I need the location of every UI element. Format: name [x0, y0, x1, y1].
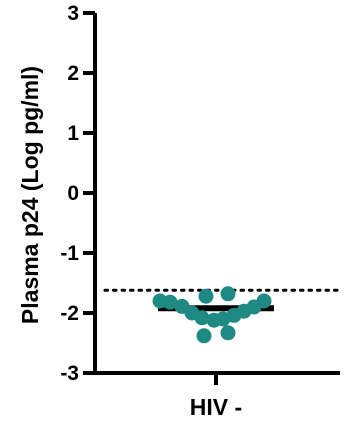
y-tick-label: -3 [60, 362, 79, 385]
data-point [198, 288, 214, 304]
y-tick-label: 3 [67, 2, 79, 25]
data-point [162, 294, 178, 310]
data-point [196, 328, 212, 344]
labels: Plasma p24 (Log pg/ml) [17, 66, 43, 324]
y-tick-label: -1 [60, 242, 79, 265]
data-point [256, 293, 272, 309]
x-category-label: HIV - [190, 394, 242, 420]
y-tick-label: 1 [67, 122, 79, 145]
data-point [220, 325, 236, 341]
y-tick-label: 0 [67, 182, 79, 205]
y-axis: 3 2 1 0 -1 -2 -3 [60, 2, 97, 385]
data-point [220, 286, 236, 302]
x-axis: HIV - [93, 371, 340, 420]
data-point [194, 310, 210, 326]
data-points [152, 286, 272, 344]
y-tick-label: 2 [67, 62, 79, 85]
y-tick-label: -2 [60, 302, 79, 325]
y-axis-title: Plasma p24 (Log pg/ml) [17, 66, 43, 324]
